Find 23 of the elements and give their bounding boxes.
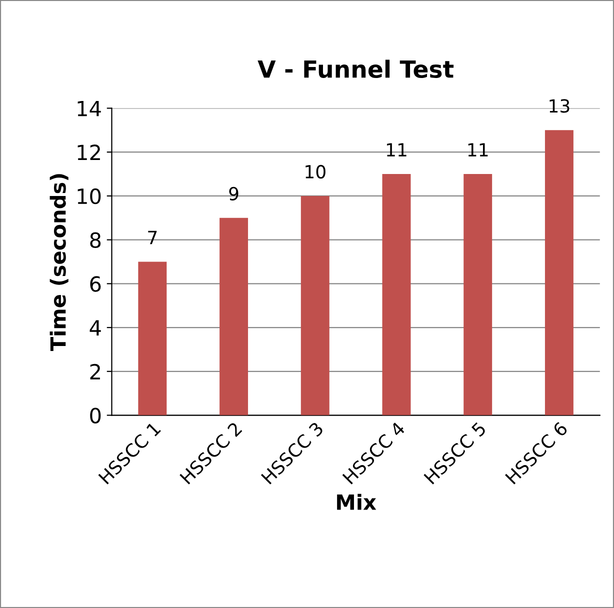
y-tick-label: 6 [90,276,101,292]
y-tick-label: 12 [78,144,100,160]
y-axis-title: Time (seconds) [50,174,68,352]
y-tick-label: 0 [90,408,101,424]
data-label: 11 [386,143,406,156]
bar [220,218,248,416]
bar [544,130,574,416]
bar [138,262,167,416]
data-label: 9 [229,186,238,200]
y-tick-label: 8 [90,232,101,248]
y-tick-label: 14 [78,100,101,116]
data-label: 10 [306,164,326,179]
y-tick-label: 4 [90,320,101,336]
data-label: 13 [550,99,570,113]
bar [300,196,330,416]
bar [382,174,411,416]
y-tick-label: 2 [90,364,100,380]
chart-title: V - Funnel Test [258,60,454,78]
bar [464,174,492,416]
data-label: 11 [468,143,488,156]
data-label: 7 [148,230,157,244]
x-axis-title: Mix [337,494,376,510]
y-tick-label: 10 [78,188,101,204]
